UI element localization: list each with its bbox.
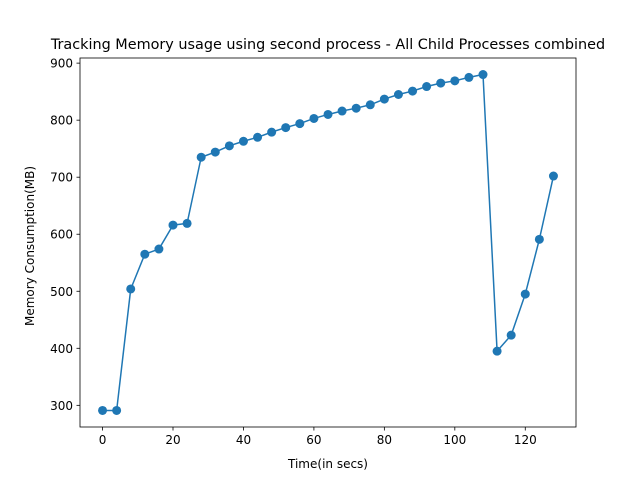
data-point	[379, 94, 389, 104]
x-tick-label: 120	[514, 433, 537, 447]
data-point	[365, 100, 375, 110]
data-point	[210, 147, 220, 157]
data-point	[168, 220, 178, 230]
data-point	[351, 103, 361, 113]
x-tick-label: 100	[443, 433, 466, 447]
x-tick-label: 0	[99, 433, 107, 447]
y-tick-label: 500	[50, 285, 73, 299]
data-point	[267, 127, 277, 137]
data-point	[140, 249, 150, 259]
data-point	[154, 244, 164, 254]
y-tick-label: 900	[50, 57, 73, 71]
x-tick-label: 80	[377, 433, 392, 447]
x-tick-label: 60	[306, 433, 321, 447]
data-point	[422, 82, 432, 92]
data-point	[492, 346, 502, 356]
axes-frame	[79, 57, 577, 428]
data-point	[112, 405, 122, 415]
x-tick-label: 20	[165, 433, 180, 447]
data-point	[98, 405, 108, 415]
data-point	[224, 141, 234, 151]
data-point	[436, 78, 446, 88]
y-tick-label: 400	[50, 342, 73, 356]
data-point	[295, 119, 305, 129]
y-tick-label: 300	[50, 399, 73, 413]
data-point	[253, 132, 263, 142]
plot-area: 0 20 40 60 80 100 120 300 400 500 600 700 800 900	[50, 57, 577, 447]
data-point	[309, 113, 319, 123]
data-point	[408, 86, 418, 96]
chart-title: Tracking Memory usage using second proce…	[50, 37, 605, 53]
data-point	[238, 136, 248, 146]
data-point	[506, 330, 516, 340]
data-point	[323, 109, 333, 119]
data-point	[520, 289, 530, 299]
data-point	[182, 218, 192, 228]
x-axis-label: Time(in secs)	[287, 457, 368, 471]
data-point	[450, 76, 460, 86]
y-tick-label: 800	[50, 114, 73, 128]
data-point	[393, 90, 403, 100]
y-tick-label: 700	[50, 171, 73, 185]
data-point	[281, 123, 291, 133]
data-point	[126, 284, 136, 294]
data-point	[337, 106, 347, 116]
data-point	[196, 152, 206, 162]
data-point	[478, 70, 488, 80]
y-axis-label: Memory Consumption(MB)	[23, 166, 37, 326]
data-point	[548, 171, 558, 181]
data-point	[534, 234, 544, 244]
data-point	[464, 72, 474, 82]
x-tick-label: 40	[236, 433, 251, 447]
y-tick-label: 600	[50, 228, 73, 242]
